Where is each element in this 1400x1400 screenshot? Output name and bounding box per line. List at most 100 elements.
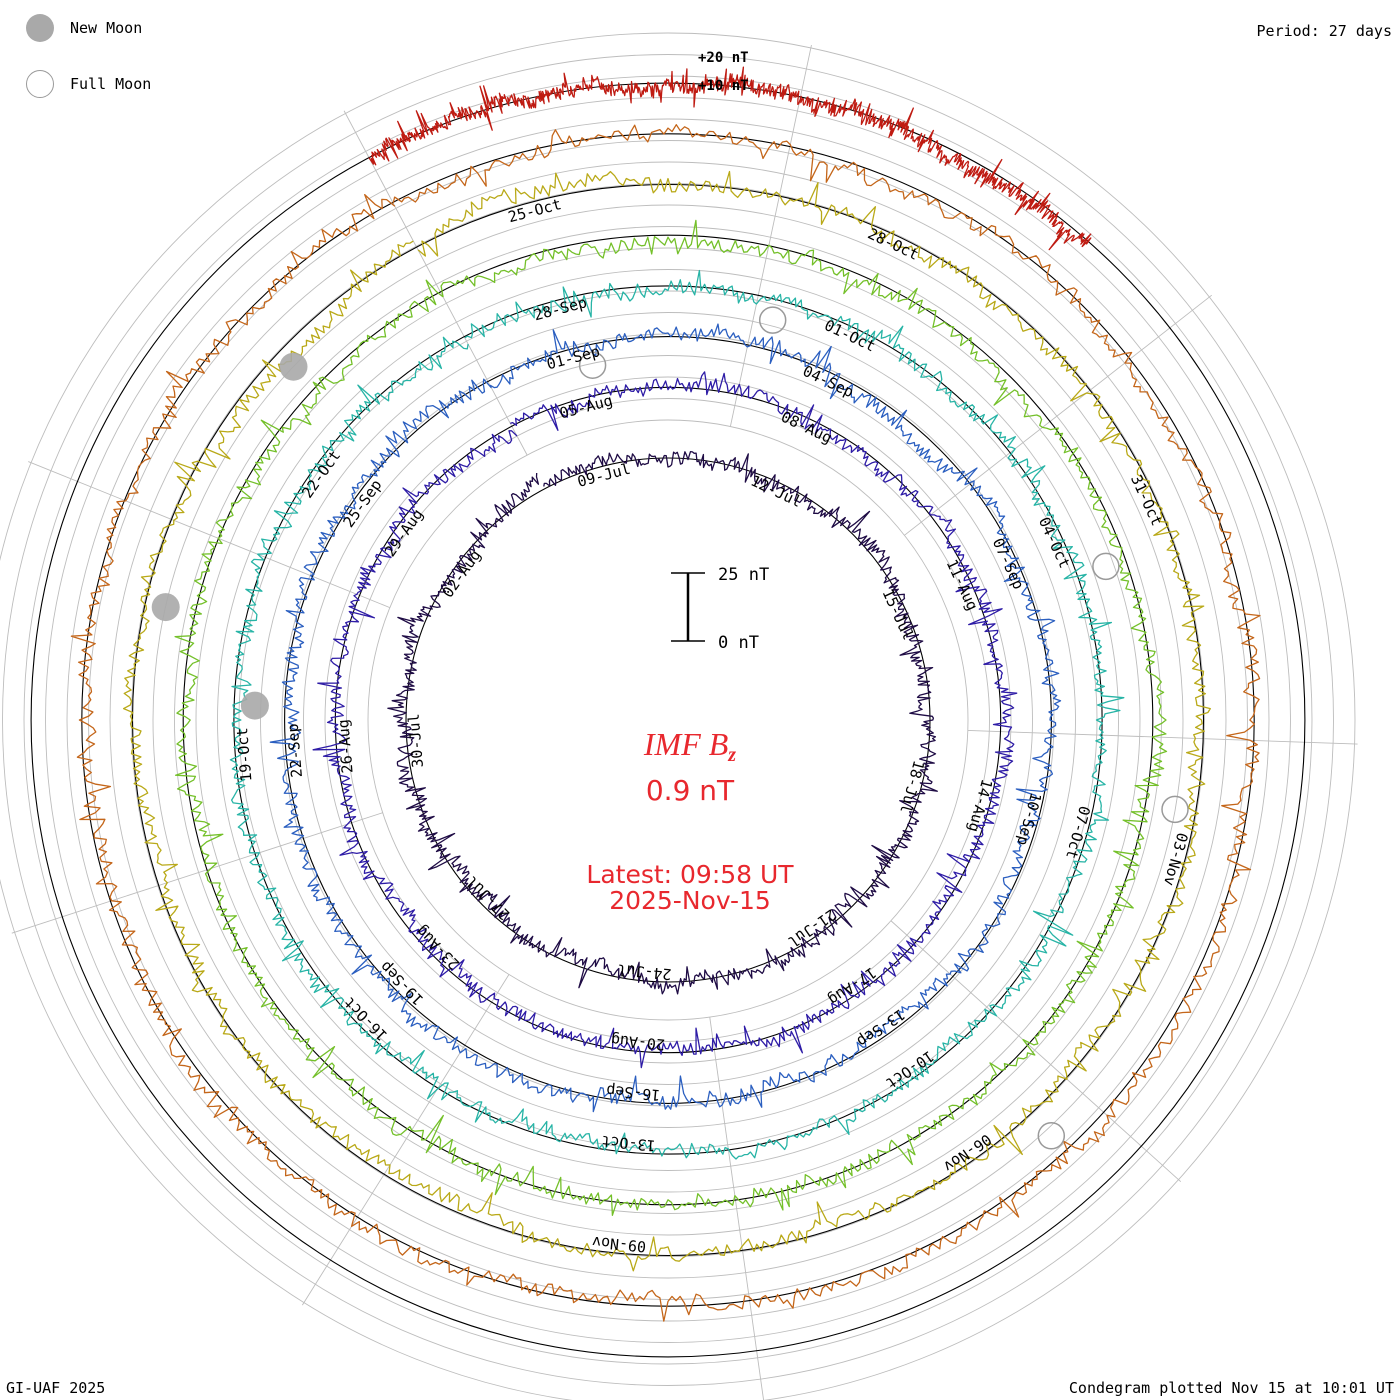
legend-new-moon: New Moon [26, 14, 142, 42]
date-label: 07-Sep [989, 535, 1028, 592]
date-label: 20-Aug [610, 1031, 666, 1054]
date-label: 23-Aug [412, 922, 463, 973]
date-label: 24-Jul [617, 960, 673, 983]
scale-bar: 25 nT 0 nT [671, 565, 769, 653]
grid-ring [131, 183, 1205, 1257]
grid-spoke [11, 812, 383, 934]
grid-spoke [709, 1017, 765, 1400]
ring-label: +20 nT [698, 50, 749, 66]
full-moon-marker [1092, 552, 1120, 581]
legend-full-moon: Full Moon [26, 70, 151, 98]
grid-ring [367, 419, 969, 1021]
date-label: 25-Oct [506, 195, 563, 226]
scale-bar-bottom-label: 0 nT [718, 633, 759, 653]
date-label: 19-Sep [376, 958, 427, 1009]
new-moon-marker [279, 352, 308, 381]
date-label: 26-Aug [334, 719, 356, 774]
baseline-circle [233, 285, 1103, 1155]
plotted-label: Condegram plotted Nov 15 at 10:01 UT [1068, 1379, 1394, 1397]
grid-spoke [890, 920, 1182, 1183]
full-moon-marker [1161, 795, 1189, 824]
date-label: 28-Sep [532, 293, 589, 324]
date-label: 12-Jul [748, 472, 805, 511]
grid-ring [346, 398, 990, 1042]
date-label: 28-Oct [865, 224, 922, 263]
grid-ring [66, 118, 1270, 1322]
trace-rotation-8 [368, 66, 1092, 251]
scale-bar-top-label: 25 nT [718, 565, 769, 585]
full-moon-marker [758, 306, 787, 334]
grid-ring [109, 161, 1227, 1279]
trace-rotation-7 [70, 124, 1261, 1322]
date-label: 16-Sep [605, 1081, 661, 1104]
date-label: 09-Nov [591, 1233, 647, 1256]
new-moon-marker [151, 593, 180, 622]
credit-label: GI-UAF 2025 [6, 1379, 106, 1397]
date-label: 22-Sep [284, 723, 306, 778]
date-label: 11-Aug [943, 557, 982, 614]
bz-traces [70, 66, 1261, 1322]
grid-spoke [967, 730, 1358, 745]
grid-spoke [28, 461, 391, 609]
date-label: 10-Oct [882, 1047, 937, 1093]
baseline-circle [131, 183, 1205, 1257]
moon-phase-markers [151, 306, 1189, 1150]
current-value: 0.9 nT [645, 774, 735, 807]
full-moon-marker [1037, 1122, 1066, 1150]
date-label: 13-Oct [601, 1132, 657, 1155]
date-label: 08-Aug [778, 408, 835, 447]
new-moon-marker [240, 691, 269, 720]
grid-ring [152, 204, 1184, 1236]
grid-spoke [729, 44, 812, 427]
trace-rotation-1 [387, 450, 938, 995]
latest-time: Latest: 09:58 UT [586, 860, 794, 889]
grid-ring [303, 355, 1033, 1085]
full-moon-label: Full Moon [70, 75, 152, 93]
grid-ring [88, 140, 1248, 1300]
grid-spoke [301, 974, 510, 1306]
period-label: Period: 27 days [1256, 22, 1392, 40]
new-moon-icon [26, 14, 54, 42]
parameter-title: IMF Bz [0, 726, 1380, 767]
trace-rotation-4 [229, 269, 1125, 1160]
trace-rotation-6 [122, 170, 1211, 1272]
full-moon-icon [26, 70, 54, 98]
grid-ring [0, 32, 1356, 1400]
polar-grid [0, 32, 1358, 1400]
grid-ring [324, 376, 1012, 1064]
grid-ring [260, 312, 1076, 1128]
baseline-circle [81, 133, 1255, 1307]
latest-date: 2025-Nov-15 [609, 886, 771, 915]
date-label: 09-Jul [575, 460, 632, 491]
date-label: 02-Aug [439, 546, 485, 601]
parameter-subscript: z [728, 744, 737, 766]
date-label: 19-Oct [233, 727, 255, 782]
date-label: 04-Oct [1035, 514, 1074, 571]
date-label: 05-Aug [558, 391, 615, 422]
trace-rotation-3 [269, 323, 1062, 1113]
baseline-circle [182, 234, 1154, 1206]
zero-baselines [30, 82, 1306, 1358]
trace-rotation-5 [174, 219, 1168, 1216]
date-label: 04-Sep [800, 362, 857, 401]
grid-spoke [343, 110, 528, 456]
baseline-circle [30, 82, 1306, 1358]
grid-ring [2, 54, 1334, 1386]
outer-ring-labels: +20 nT +10 nT [698, 50, 749, 94]
grid-spoke [904, 294, 1213, 536]
grid-ring [174, 226, 1162, 1214]
full-moon-marker [578, 351, 607, 379]
date-label: 22-Oct [298, 447, 344, 502]
parameter-name: IMF B [643, 726, 729, 762]
date-label: 30-Jul [405, 713, 427, 768]
trace-rotation-2 [312, 371, 1018, 1069]
grid-ring [217, 269, 1119, 1171]
new-moon-label: New Moon [70, 19, 143, 37]
date-label: 15-Jul [878, 586, 917, 643]
grid-ring [45, 97, 1291, 1343]
date-label: 31-Oct [1127, 472, 1166, 529]
ring-label: +10 nT [698, 78, 749, 94]
grid-ring [23, 75, 1313, 1365]
grid-ring [195, 247, 1141, 1193]
